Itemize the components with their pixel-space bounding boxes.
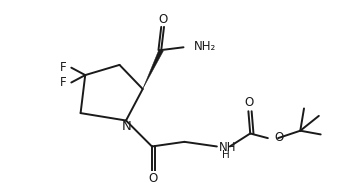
Text: H: H bbox=[222, 150, 230, 160]
Text: O: O bbox=[148, 172, 158, 184]
Text: O: O bbox=[245, 96, 254, 109]
Polygon shape bbox=[143, 49, 163, 89]
Text: F: F bbox=[60, 76, 66, 89]
Text: F: F bbox=[60, 61, 66, 74]
Text: O: O bbox=[274, 131, 284, 144]
Text: NH₂: NH₂ bbox=[194, 40, 216, 53]
Text: N: N bbox=[122, 120, 132, 133]
Text: O: O bbox=[159, 13, 168, 26]
Text: NH: NH bbox=[219, 141, 236, 154]
